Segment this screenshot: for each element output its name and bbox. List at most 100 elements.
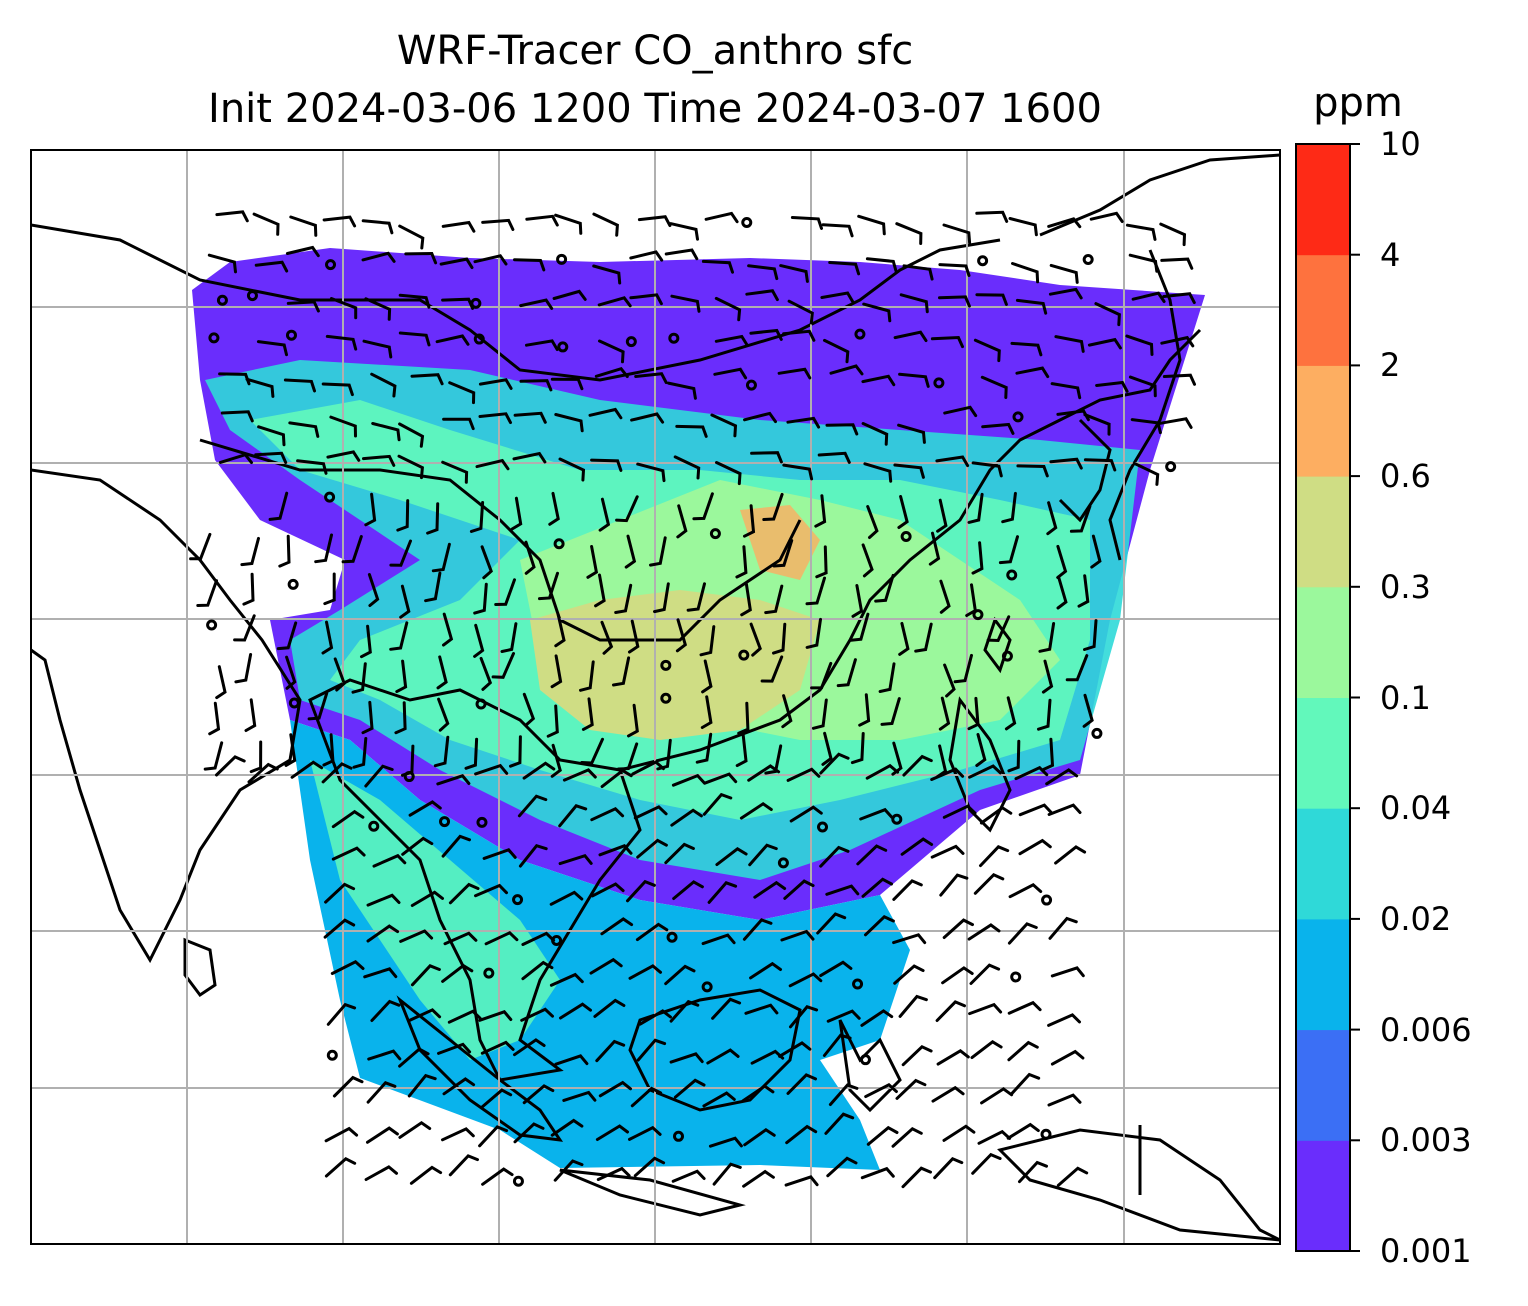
wind-barb bbox=[666, 381, 697, 400]
calm-wind-marker bbox=[325, 259, 337, 271]
wind-barb bbox=[715, 846, 748, 867]
wind-barb bbox=[702, 1091, 736, 1108]
calm-wind-marker bbox=[551, 935, 563, 947]
wind-barb bbox=[436, 774, 471, 786]
calm-wind-marker bbox=[246, 290, 258, 302]
wind-barb bbox=[367, 573, 380, 607]
wind-barb bbox=[352, 737, 368, 769]
wind-barb bbox=[548, 491, 560, 526]
wind-barb bbox=[1047, 217, 1082, 229]
wind-barb bbox=[323, 918, 356, 939]
wind-barb bbox=[285, 655, 297, 690]
wind-barb bbox=[1041, 737, 1055, 771]
calm-wind-marker bbox=[476, 816, 488, 828]
colorbar-tick-label: 0.003 bbox=[1380, 1121, 1472, 1160]
wind-barb bbox=[821, 223, 854, 238]
wind-barb bbox=[478, 1010, 513, 1022]
wind-barb bbox=[1077, 574, 1090, 608]
wind-barb bbox=[1018, 838, 1052, 856]
wind-barb bbox=[325, 334, 358, 351]
wind-barb bbox=[554, 413, 584, 433]
wind-barb bbox=[439, 257, 474, 270]
wind-barb bbox=[396, 499, 410, 532]
wind-barb bbox=[410, 890, 444, 907]
calm-wind-marker bbox=[859, 1054, 871, 1066]
wind-barb bbox=[408, 800, 442, 817]
wind-barb bbox=[296, 459, 328, 475]
wind-barb bbox=[735, 733, 748, 768]
wind-barb bbox=[891, 1126, 923, 1148]
wind-barb bbox=[664, 964, 696, 986]
wind-barb bbox=[892, 879, 923, 901]
wind-barb bbox=[968, 764, 1002, 779]
wind-barb bbox=[1006, 1122, 1040, 1140]
wind-barb bbox=[1007, 739, 1021, 773]
wind-barb bbox=[786, 767, 821, 782]
wind-barb bbox=[943, 663, 956, 698]
wind-barb bbox=[669, 1052, 704, 1064]
wind-barb bbox=[1047, 803, 1082, 816]
wind-barb bbox=[410, 964, 441, 987]
wind-barb bbox=[1016, 464, 1049, 478]
wind-barb bbox=[1094, 302, 1121, 327]
wind-barb bbox=[448, 381, 476, 405]
calm-wind-marker bbox=[1040, 1128, 1052, 1140]
wind-barb bbox=[1018, 1160, 1048, 1184]
wind-barb bbox=[975, 733, 987, 767]
wind-barb bbox=[448, 882, 480, 905]
wind-barb bbox=[880, 697, 901, 726]
wind-barb bbox=[979, 845, 1010, 868]
wind-barb bbox=[942, 918, 974, 939]
wind-barb bbox=[864, 1082, 898, 1099]
calm-wind-marker bbox=[403, 771, 415, 783]
wind-barb bbox=[1008, 882, 1043, 899]
wind-barb bbox=[938, 295, 971, 308]
calm-wind-marker bbox=[326, 1049, 338, 1061]
wind-barb bbox=[1056, 1166, 1089, 1187]
wind-barb bbox=[480, 1040, 515, 1055]
wind-barb bbox=[1125, 223, 1157, 241]
wind-barb bbox=[240, 536, 260, 567]
wind-barb bbox=[558, 804, 588, 828]
wind-barb bbox=[897, 423, 926, 444]
calm-wind-marker bbox=[660, 692, 672, 704]
wind-barb bbox=[290, 760, 324, 779]
wind-barb bbox=[675, 618, 688, 653]
coastline-china-coast bbox=[619, 328, 1202, 772]
wind-barb bbox=[220, 410, 254, 423]
wind-barb bbox=[664, 842, 695, 865]
wind-barb bbox=[629, 293, 663, 306]
wind-barb bbox=[326, 450, 361, 462]
map-subtitle: Init 2024-03-06 1200 Time 2024-03-07 160… bbox=[208, 86, 1102, 132]
wind-barb bbox=[372, 853, 407, 868]
wind-barb bbox=[447, 1009, 482, 1024]
wind-barb bbox=[437, 697, 450, 732]
wind-barb bbox=[399, 584, 411, 619]
wind-barb bbox=[525, 214, 559, 227]
calm-wind-marker bbox=[1165, 461, 1177, 473]
wind-barb bbox=[1045, 768, 1079, 786]
wind-barb bbox=[700, 695, 713, 729]
wind-barb bbox=[366, 924, 400, 943]
wind-barb bbox=[825, 884, 860, 896]
wind-barb bbox=[1082, 693, 1094, 728]
wind-barb bbox=[478, 412, 512, 425]
wind-barb bbox=[805, 576, 826, 606]
wind-barb bbox=[481, 1167, 514, 1186]
wind-barb bbox=[478, 1125, 509, 1148]
colorbar-bin bbox=[1296, 586, 1350, 698]
wind-barb bbox=[861, 543, 874, 578]
wind-barb bbox=[480, 1088, 513, 1109]
wind-barb bbox=[398, 331, 431, 347]
wind-barb bbox=[242, 572, 255, 606]
coastline-borneo bbox=[628, 988, 802, 1112]
wind-barb bbox=[474, 763, 509, 776]
wind-barb bbox=[859, 807, 894, 821]
wind-barb bbox=[703, 772, 738, 785]
wind-barb bbox=[278, 534, 291, 568]
wind-barb bbox=[215, 210, 249, 223]
wind-barb bbox=[600, 620, 614, 655]
wind-barb bbox=[747, 264, 779, 281]
colorbar-bin bbox=[1296, 1140, 1350, 1252]
